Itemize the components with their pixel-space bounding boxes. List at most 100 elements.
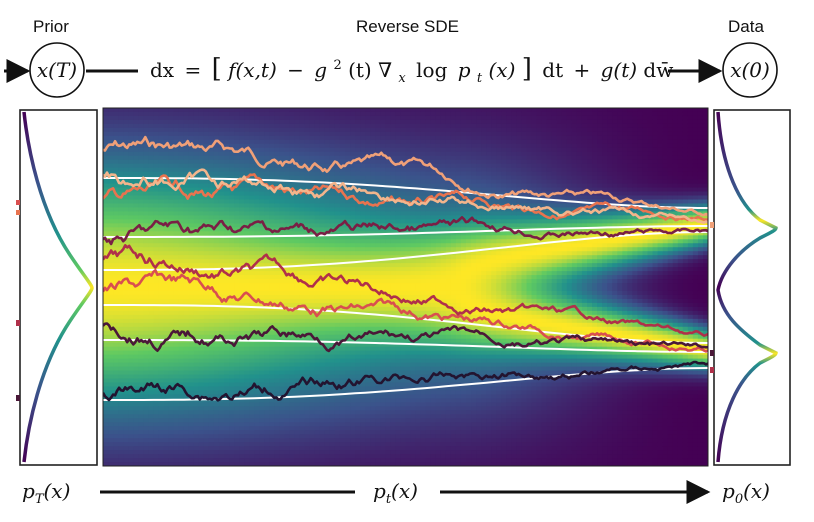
heatmap-cell — [208, 259, 215, 264]
heatmap-cell — [208, 342, 215, 348]
heatmap-cell — [198, 231, 205, 236]
heatmap-cell — [163, 139, 170, 145]
heatmap-cell — [118, 271, 124, 276]
data-label: Data — [728, 17, 764, 36]
heatmap-cell — [183, 179, 190, 185]
heatmap-cell — [365, 334, 371, 340]
heatmap-cell — [284, 275, 291, 280]
heatmap-cell — [118, 211, 124, 216]
heatmap-cell — [350, 454, 356, 459]
heatmap-cell — [178, 243, 185, 248]
heatmap-cell — [148, 279, 155, 284]
heatmap-cell — [319, 279, 326, 284]
heatmap-cell — [289, 215, 296, 220]
heatmap-cell — [309, 354, 316, 360]
heatmap-cell — [319, 414, 326, 419]
heatmap-cell — [138, 231, 144, 236]
heatmap-cell — [123, 378, 129, 384]
heatmap-cell — [103, 350, 109, 356]
heatmap-cell — [274, 195, 281, 201]
heatmap-cell — [234, 362, 240, 368]
heatmap-cell — [229, 175, 235, 181]
heatmap-cell — [365, 239, 371, 244]
heatmap-cell — [218, 239, 225, 244]
heatmap-cell — [229, 123, 235, 129]
heatmap-cell — [218, 283, 225, 288]
heatmap-cell — [203, 402, 210, 407]
heatmap-cell — [345, 418, 351, 423]
heatmap-cell — [108, 279, 114, 284]
heatmap-cell — [229, 386, 235, 392]
heatmap-cell — [289, 255, 296, 260]
heatmap-cell — [138, 306, 144, 312]
heatmap-cell — [163, 438, 170, 443]
heatmap-cell — [314, 346, 321, 352]
heatmap-cell — [259, 231, 265, 236]
heatmap-cell — [329, 263, 336, 268]
heatmap-cell — [294, 239, 301, 244]
heatmap-cell — [203, 143, 210, 149]
heatmap-cell — [133, 275, 139, 280]
heatmap-cell — [158, 370, 165, 376]
heatmap-cell — [269, 271, 276, 276]
heatmap-cell — [173, 454, 180, 459]
heatmap-cell — [229, 406, 235, 411]
heatmap-cell — [218, 318, 225, 324]
heatmap-cell — [213, 402, 220, 407]
heatmap-cell — [133, 422, 139, 427]
heatmap-cell — [289, 418, 296, 423]
heatmap-cell — [203, 398, 210, 403]
heatmap-cell — [345, 426, 351, 431]
heatmap-cell — [360, 454, 366, 459]
heatmap-cell — [103, 211, 109, 216]
heatmap-cell — [183, 279, 190, 284]
heatmap-cell — [239, 235, 245, 240]
heatmap-cell — [224, 211, 230, 216]
heatmap-cell — [360, 290, 366, 296]
heatmap-cell — [274, 119, 281, 125]
heatmap-cell — [254, 402, 260, 407]
heatmap-cell — [103, 426, 109, 431]
heatmap-cell — [370, 223, 376, 228]
heatmap-cell — [329, 410, 336, 415]
heatmap-cell — [284, 410, 291, 415]
eq-log: log — [416, 58, 447, 82]
heatmap-cell — [350, 430, 356, 435]
heatmap-cell — [264, 127, 270, 133]
heatmap-cell — [355, 127, 361, 133]
heatmap-cell — [334, 426, 341, 431]
heatmap-cell — [183, 378, 190, 384]
heatmap-cell — [264, 247, 270, 252]
heatmap-cell — [269, 410, 276, 415]
heatmap-cell — [178, 263, 185, 268]
heatmap-cell — [294, 171, 301, 177]
heatmap-cell — [224, 143, 230, 149]
heatmap-cell — [299, 330, 306, 336]
heatmap-cell — [218, 111, 225, 117]
heatmap-cell — [370, 322, 376, 328]
heatmap-cell — [229, 378, 235, 384]
heatmap-cell — [153, 115, 160, 121]
heatmap-cell — [113, 386, 119, 392]
heatmap-cell — [163, 215, 170, 220]
heatmap-cell — [103, 374, 109, 380]
heatmap-cell — [254, 215, 260, 220]
heatmap-cell — [244, 191, 250, 197]
heatmap-cell — [178, 171, 185, 177]
heatmap-cell — [198, 183, 205, 189]
heatmap-cell — [123, 454, 129, 459]
heatmap-cell — [239, 287, 245, 292]
heatmap-cell — [360, 366, 366, 372]
heatmap-cell — [375, 438, 381, 443]
heatmap-cell — [274, 438, 281, 443]
heatmap-cell — [203, 294, 210, 300]
heatmap-cell — [319, 251, 326, 256]
heatmap-cell — [314, 139, 321, 145]
heatmap-cell — [188, 318, 195, 324]
heatmap-cell — [334, 374, 341, 380]
heatmap-cell — [334, 378, 341, 384]
heatmap-cell — [345, 108, 351, 113]
heatmap-cell — [229, 434, 235, 439]
heatmap-cell — [294, 426, 301, 431]
heatmap-cell — [254, 322, 260, 328]
